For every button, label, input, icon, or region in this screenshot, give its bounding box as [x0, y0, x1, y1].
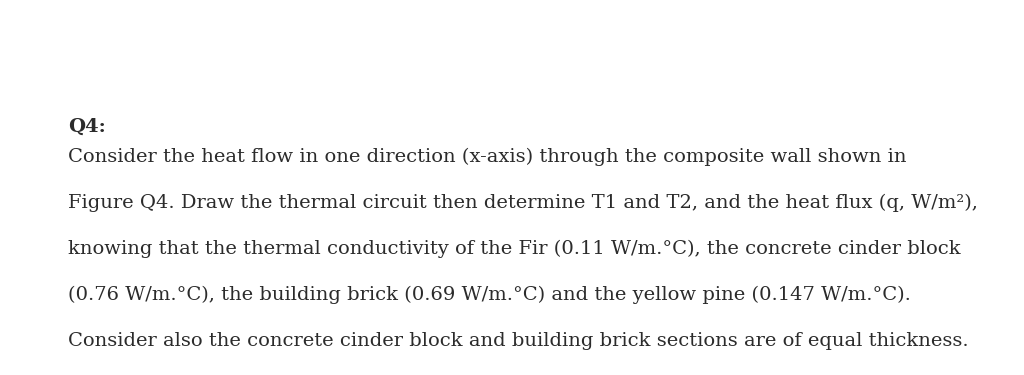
Text: knowing that the thermal conductivity of the Fir (0.11 W/m.°C), the concrete cin: knowing that the thermal conductivity of… — [68, 240, 961, 258]
Text: Consider the heat flow in one direction (x-axis) through the composite wall show: Consider the heat flow in one direction … — [68, 148, 906, 166]
Text: (0.76 W/m.°C), the building brick (0.69 W/m.°C) and the yellow pine (0.147 W/m.°: (0.76 W/m.°C), the building brick (0.69 … — [68, 286, 911, 304]
Text: Figure Q4. Draw the thermal circuit then determine T1 and T2, and the heat flux : Figure Q4. Draw the thermal circuit then… — [68, 194, 978, 212]
Text: Consider also the concrete cinder block and building brick sections are of equal: Consider also the concrete cinder block … — [68, 332, 969, 350]
Text: Q4:: Q4: — [68, 118, 105, 136]
